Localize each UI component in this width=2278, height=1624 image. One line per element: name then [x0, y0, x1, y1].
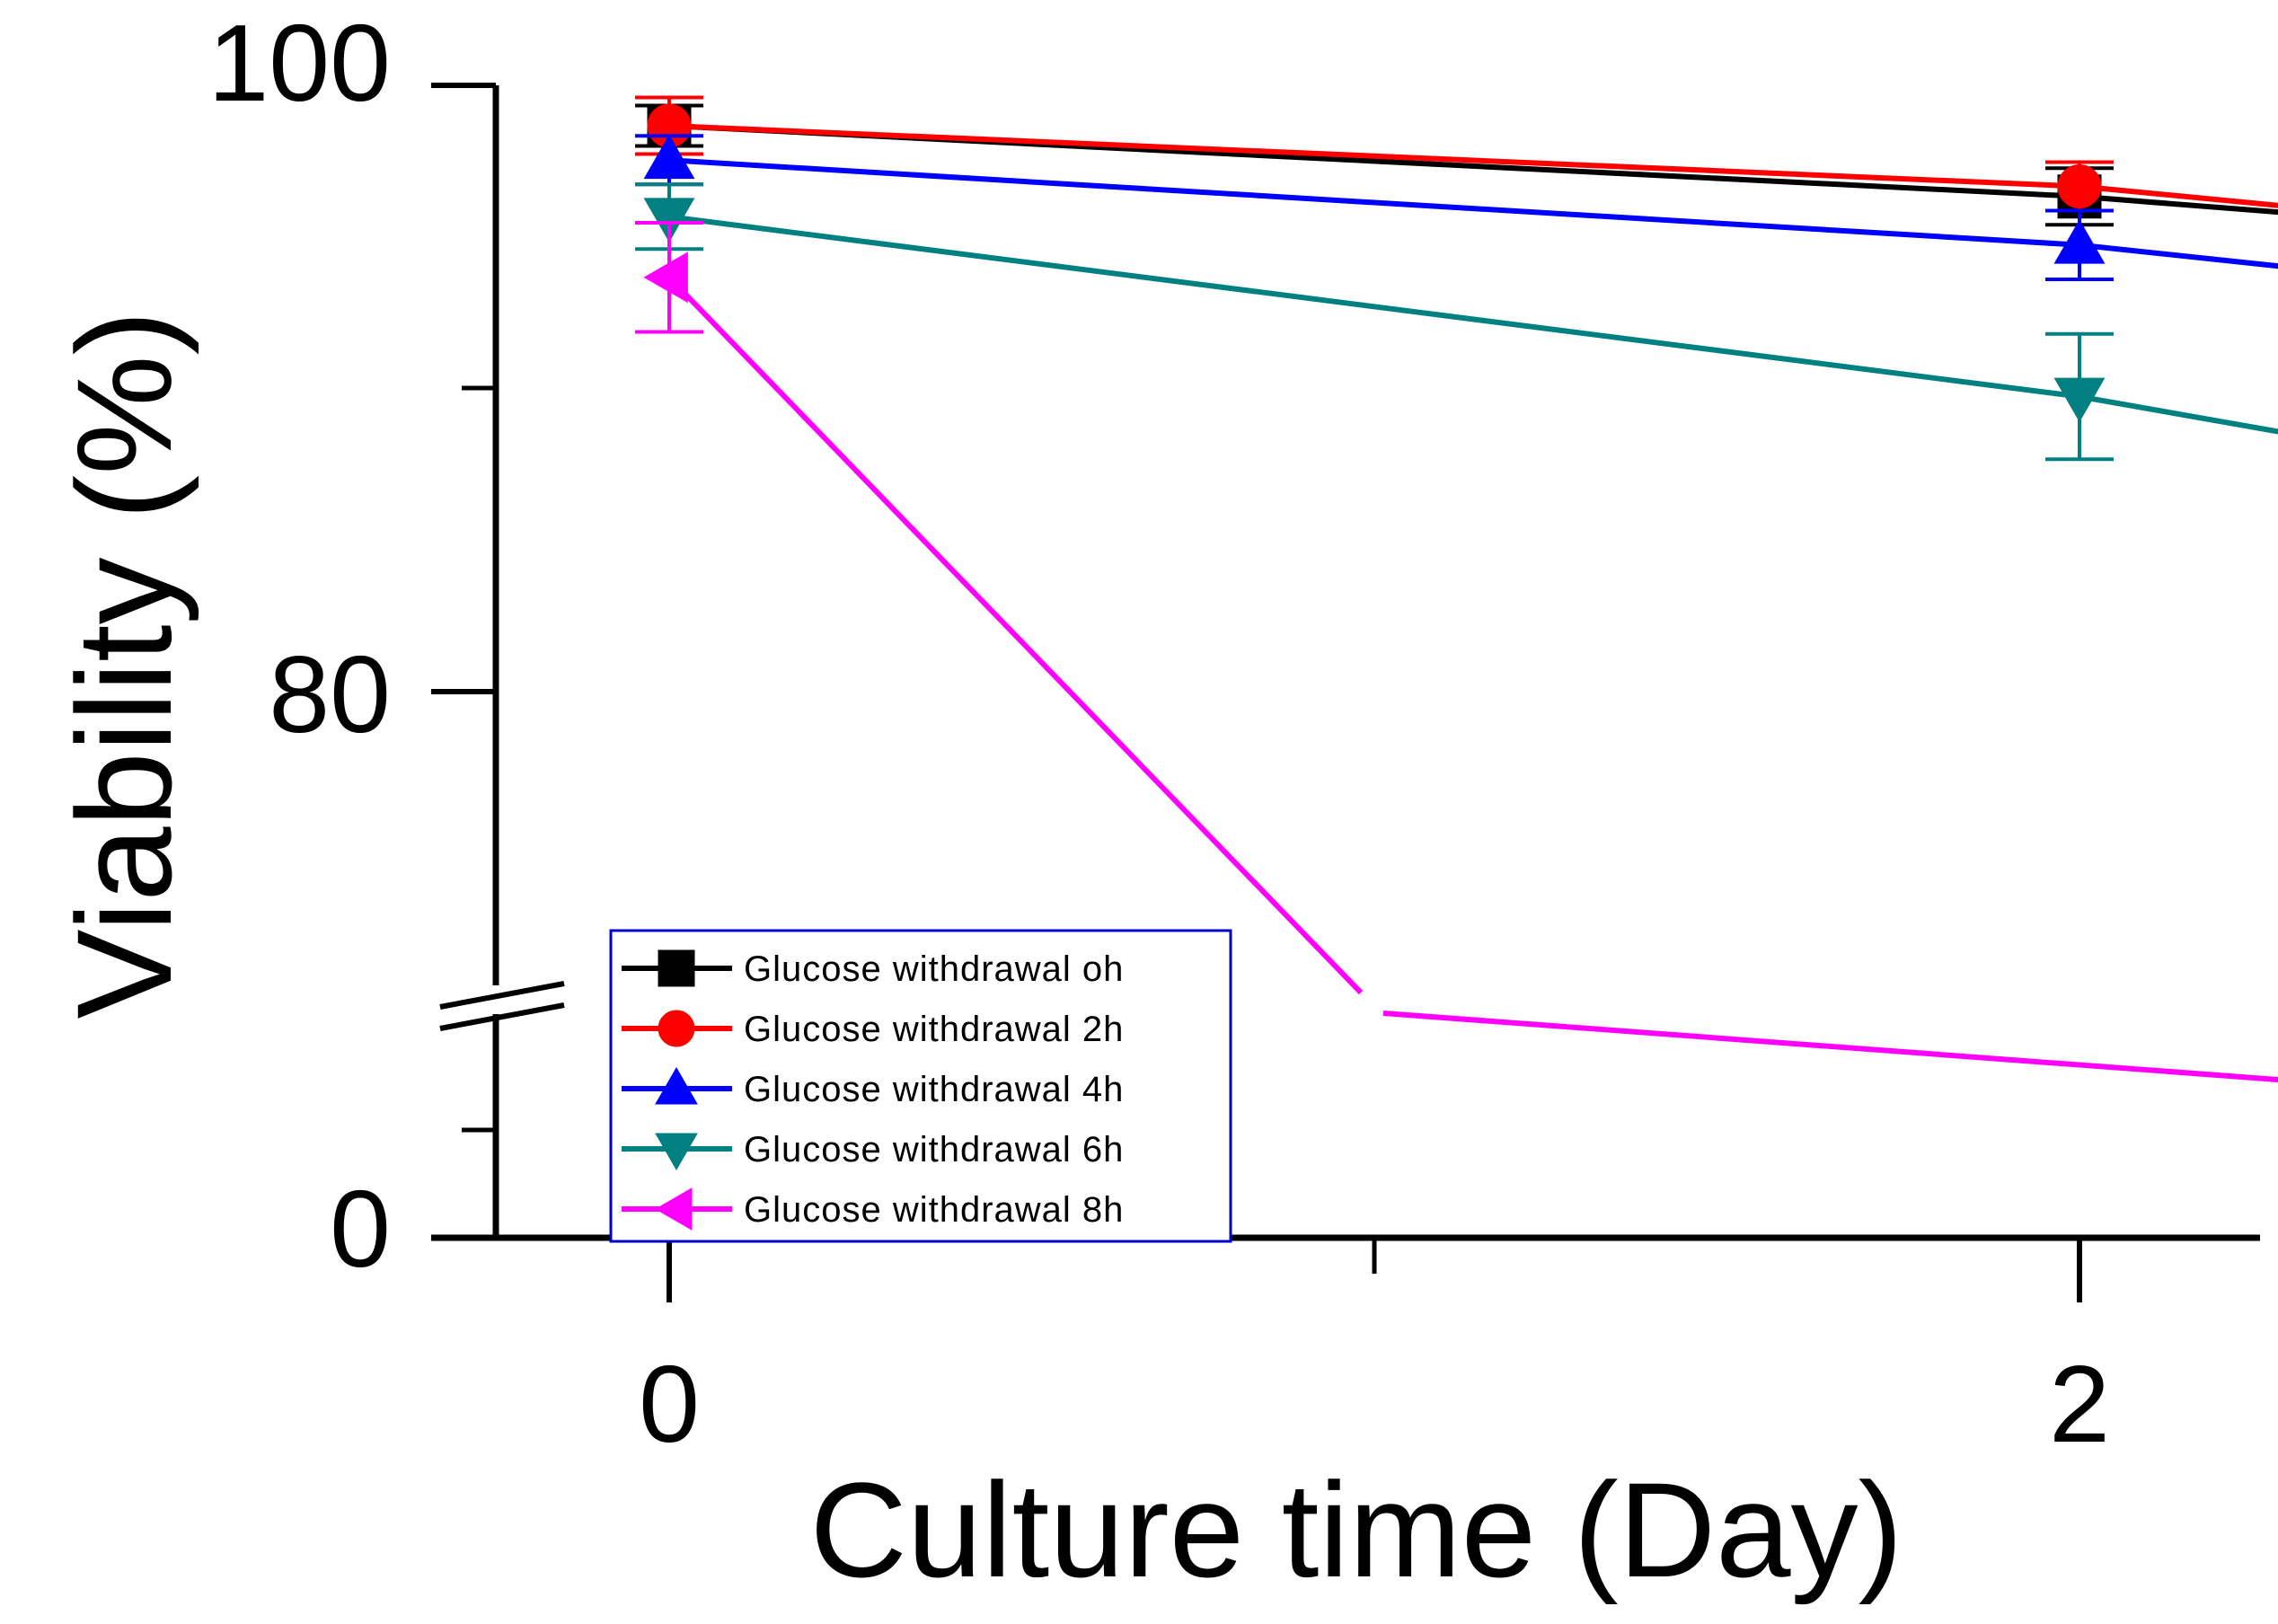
- data-point: [643, 134, 695, 180]
- legend-item: Glucose withdrawal 6h: [622, 1130, 1124, 1171]
- legend-item: Glucose withdrawal 4h: [622, 1066, 1124, 1109]
- legend-marker: [654, 1187, 693, 1231]
- x-axis-title: Culture time (Day): [810, 1454, 1903, 1605]
- legend-label: Glucose withdrawal 2h: [744, 1010, 1124, 1049]
- series-2: [635, 95, 2278, 213]
- legend-marker: [658, 1010, 695, 1047]
- legend: Glucose withdrawal oh Glucose withdrawal …: [609, 929, 1232, 1243]
- axis-break-mark: [439, 1002, 565, 1031]
- x-tick-label: 0: [639, 1343, 700, 1465]
- axis-break-mark: [439, 981, 565, 1010]
- series-layer: [635, 95, 2278, 1082]
- legend-marker: [655, 1133, 698, 1171]
- axes: 080100024Culture time (Day)Viability (%): [49, 2, 2260, 1605]
- data-point: [643, 252, 688, 304]
- series-line: [667, 275, 1364, 995]
- legend-label: Glucose withdrawal 8h: [744, 1190, 1124, 1230]
- legend-label: Glucose withdrawal oh: [744, 949, 1124, 989]
- y-tick-label: 80: [269, 633, 391, 755]
- data-point: [2053, 377, 2106, 423]
- legend-item: Glucose withdrawal oh: [622, 949, 1124, 989]
- data-point: [2057, 164, 2102, 208]
- series-line: [668, 214, 2278, 435]
- legend-item: Glucose withdrawal 8h: [622, 1187, 1124, 1231]
- x-tick-label: 2: [2049, 1343, 2110, 1465]
- series-line: [668, 123, 2278, 208]
- series-3: [635, 134, 2278, 281]
- y-tick-label: 100: [207, 2, 391, 124]
- y-tick-label: 0: [330, 1168, 391, 1290]
- data-point: [2053, 219, 2106, 264]
- y-axis-title: Viability (%): [49, 310, 199, 1019]
- series-line: [1382, 1011, 2278, 1082]
- series-4: [635, 182, 2278, 462]
- legend-marker: [655, 1066, 698, 1105]
- series-5: [635, 221, 2278, 1082]
- legend-label: Glucose withdrawal 4h: [744, 1070, 1124, 1109]
- legend-label: Glucose withdrawal 6h: [744, 1130, 1124, 1169]
- legend-item: Glucose withdrawal 2h: [622, 1010, 1124, 1049]
- series-1: [635, 103, 2278, 227]
- series-line: [668, 123, 2278, 216]
- data-point: [643, 198, 695, 243]
- legend-marker: [658, 949, 695, 987]
